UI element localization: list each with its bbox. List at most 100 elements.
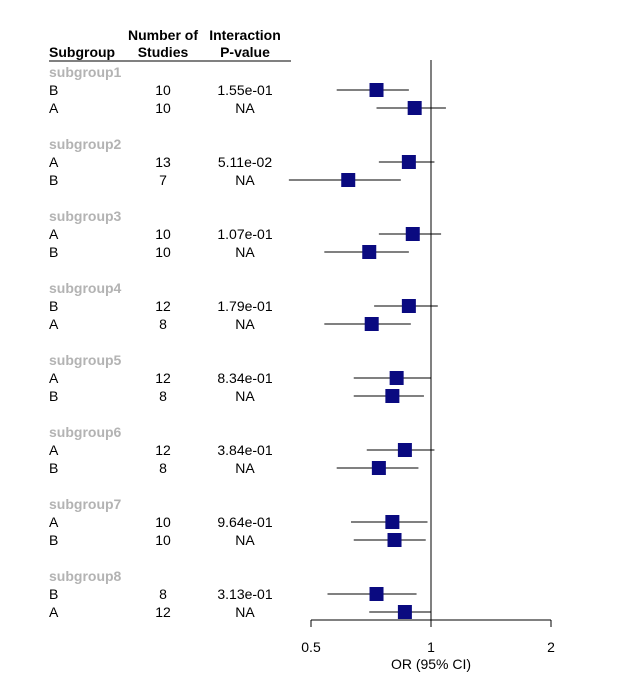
level-label: A [49, 442, 59, 458]
or-marker [369, 83, 384, 97]
forest-row: A 12 8.34e-01 [49, 370, 431, 386]
or-marker [362, 245, 377, 259]
forest-row: B 8 NA [49, 388, 424, 404]
or-marker [407, 101, 422, 115]
pvalue-header-line2: P-value [220, 44, 270, 60]
interaction-pvalue: NA [235, 388, 255, 404]
forest-row: B 12 1.79e-01 [49, 298, 438, 314]
studies-count: 8 [159, 586, 167, 602]
interaction-pvalue: NA [235, 316, 255, 332]
interaction-pvalue: 9.64e-01 [217, 514, 272, 530]
studies-count: 13 [155, 154, 171, 170]
interaction-pvalue: NA [235, 172, 255, 188]
or-marker [401, 299, 416, 313]
level-label: B [49, 460, 58, 476]
interaction-pvalue: 1.79e-01 [217, 298, 272, 314]
or-marker [387, 533, 402, 547]
forest-row: A 8 NA [49, 316, 411, 332]
forest-row: B 10 NA [49, 244, 409, 260]
studies-count: 7 [159, 172, 167, 188]
interaction-pvalue: NA [235, 604, 255, 620]
studies-count: 10 [155, 532, 171, 548]
subgroup-label: subgroup2 [49, 136, 122, 152]
level-label: B [49, 388, 58, 404]
level-label: B [49, 244, 58, 260]
forest-row: B 10 1.55e-01 [49, 82, 409, 98]
x-tick-label: 1 [427, 639, 435, 655]
level-label: A [49, 226, 59, 242]
forest-row: A 13 5.11e-02 [49, 154, 435, 170]
or-marker [341, 173, 356, 187]
subgroup-block: subgroup6 A 12 3.84e-01 B 8 NA [49, 424, 435, 476]
or-marker [369, 587, 384, 601]
rows-layer: subgroup1 B 10 1.55e-01 A 10 NA subgroup2 A 13 5.1… [49, 64, 446, 620]
subgroup-block: subgroup3 A 10 1.07e-01 B 10 NA [49, 208, 442, 260]
subgroup-label: subgroup3 [49, 208, 122, 224]
subgroup-block: subgroup5 A 12 8.34e-01 B 8 NA [49, 352, 431, 404]
forest-row: A 10 9.64e-01 [49, 514, 428, 530]
forest-row: B 8 3.13e-01 [49, 586, 417, 602]
subgroup-label: subgroup5 [49, 352, 122, 368]
level-label: B [49, 298, 58, 314]
interaction-pvalue: 5.11e-02 [218, 154, 272, 170]
subgroup-block: subgroup7 A 10 9.64e-01 B 10 NA [49, 496, 428, 548]
subgroup-header: Subgroup [49, 44, 115, 60]
forest-row: A 10 NA [49, 100, 446, 116]
forest-row: A 12 3.84e-01 [49, 442, 435, 458]
x-axis-title: OR (95% CI) [391, 656, 471, 672]
x-tick-label: 2 [547, 639, 555, 655]
or-marker [371, 461, 386, 475]
interaction-pvalue: 1.07e-01 [217, 226, 272, 242]
interaction-pvalue: 1.55e-01 [217, 82, 272, 98]
subgroup-block: subgroup4 B 12 1.79e-01 A 8 NA [49, 280, 438, 332]
or-marker [405, 227, 420, 241]
studies-count: 10 [155, 82, 171, 98]
studies-count: 12 [155, 370, 171, 386]
interaction-pvalue: NA [235, 460, 255, 476]
interaction-pvalue: 3.13e-01 [217, 586, 272, 602]
subgroup-block: subgroup2 A 13 5.11e-02 B 7 NA [49, 136, 435, 188]
forest-row: A 12 NA [49, 604, 431, 620]
table-header: Subgroup Number of Studies Interaction P… [49, 27, 291, 62]
studies-header-line1: Number of [128, 27, 198, 43]
level-label: A [49, 316, 59, 332]
level-label: A [49, 100, 59, 116]
studies-count: 10 [155, 226, 171, 242]
forest-row: B 7 NA [49, 172, 401, 188]
or-marker [397, 443, 412, 457]
interaction-pvalue: 8.34e-01 [217, 370, 272, 386]
studies-count: 10 [155, 100, 171, 116]
forest-row: B 8 NA [49, 460, 419, 476]
interaction-pvalue: NA [235, 100, 255, 116]
x-axis: 0.5 1 2 OR (95% CI) [301, 60, 555, 672]
subgroup-label: subgroup4 [49, 280, 122, 296]
studies-count: 8 [159, 316, 167, 332]
or-marker [389, 371, 404, 385]
subgroup-label: subgroup1 [49, 64, 122, 80]
subgroup-block: subgroup8 B 8 3.13e-01 A 12 NA [49, 568, 431, 620]
studies-header-line2: Studies [138, 44, 189, 60]
level-label: A [49, 154, 59, 170]
level-label: B [49, 532, 58, 548]
or-marker [385, 515, 400, 529]
studies-count: 10 [155, 244, 171, 260]
interaction-pvalue: NA [235, 532, 255, 548]
interaction-pvalue: NA [235, 244, 255, 260]
studies-count: 12 [155, 298, 171, 314]
x-tick-label: 0.5 [301, 639, 321, 655]
studies-count: 12 [155, 442, 171, 458]
forest-row: B 10 NA [49, 532, 426, 548]
or-marker [364, 317, 379, 331]
subgroup-label: subgroup6 [49, 424, 122, 440]
level-label: A [49, 514, 59, 530]
pvalue-header-line1: Interaction [209, 27, 281, 43]
forest-row: A 10 1.07e-01 [49, 226, 442, 242]
interaction-pvalue: 3.84e-01 [217, 442, 272, 458]
studies-count: 12 [155, 604, 171, 620]
level-label: B [49, 172, 58, 188]
or-marker [385, 389, 400, 403]
subgroup-label: subgroup7 [49, 496, 122, 512]
studies-count: 8 [159, 460, 167, 476]
subgroup-label: subgroup8 [49, 568, 122, 584]
